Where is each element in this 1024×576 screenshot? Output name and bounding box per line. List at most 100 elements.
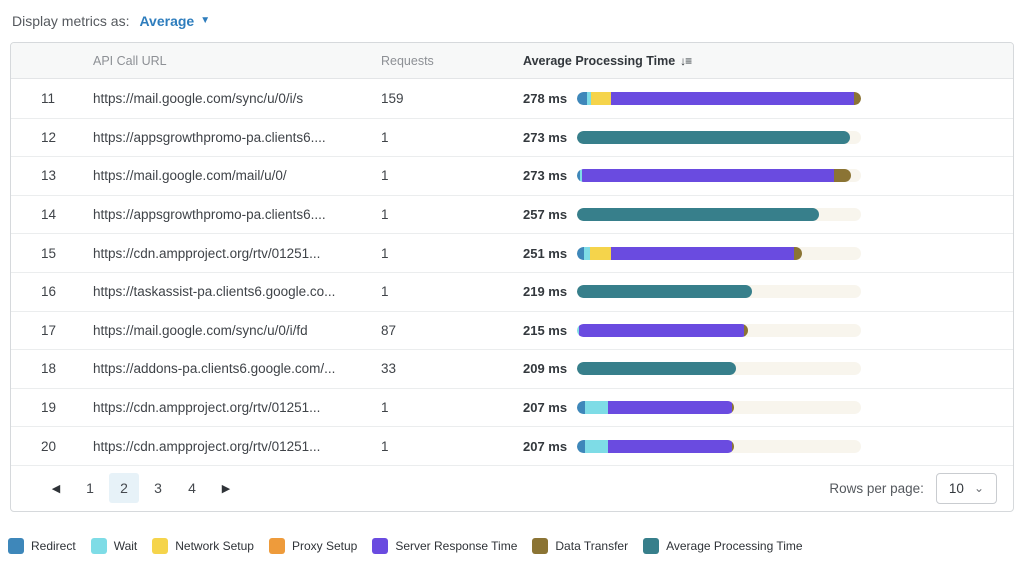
avg_processing-swatch-icon [643,537,660,554]
time-bar-segment-server_response [611,246,794,260]
row-index: 12 [41,129,57,145]
time-bar [577,130,850,144]
time-bar-segment-data_transfer [853,91,861,105]
page-button-4[interactable]: 4 [177,473,207,503]
api-call-url: https://addons-pa.clients6.google.com/..… [93,361,336,377]
next-page-button[interactable]: ▶ [211,473,241,503]
pagination: ◀ 1 2 3 4 ▶ [41,473,241,504]
legend-label: Network Setup [175,538,254,553]
avg-processing-time-value: 207 ms [523,438,568,454]
row-index: 19 [41,400,57,416]
api-call-url: https://appsgrowthpromo-pa.clients6.... [93,207,326,223]
requests-count: 1 [381,284,389,300]
legend-label: Wait [113,538,138,553]
requests-count: 87 [381,322,397,338]
table-row: 17 https://mail.google.com/sync/u/0/i/fd 8… [11,310,1013,350]
time-bar-segment-wait [580,169,583,183]
requests-count: 1 [381,438,389,454]
avg-processing-time-cell: 273 ms [519,130,1013,145]
time-bar-segment-avg_processing [577,285,752,299]
time-bar-segment-server_response [578,323,744,337]
time-bar-segment-wait [584,246,591,260]
time-bar-segment-wait [577,323,579,337]
sort-descending-icon: ↓≡ [680,53,692,68]
time-bar-segment-redirect [577,169,581,183]
legend-item-wait: Wait [90,537,138,554]
time-bar-track [577,362,861,376]
legend-label: Average Processing Time [666,538,803,553]
requests-count: 1 [381,207,389,223]
avg-processing-time-cell: 215 ms [519,323,1013,338]
time-bar-segment-redirect [577,246,585,260]
requests-count: 1 [381,245,389,261]
legend-item-redirect: Redirect [8,537,76,554]
page-button-2[interactable]: 2 [109,473,139,504]
page-button-1[interactable]: 1 [75,473,105,503]
time-bar [577,401,735,415]
requests-count: 1 [381,168,389,184]
api-call-url: https://appsgrowthpromo-pa.clients6.... [93,129,326,145]
table-header-row: API Call URL Requests Average Processing… [11,43,1013,79]
time-bar-track [577,246,861,260]
wait-swatch-icon [90,537,107,554]
time-bar-segment-network_setup [590,91,611,105]
table-row: 19 https://cdn.ampproject.org/rtv/01251..… [11,387,1013,427]
avg-processing-time-cell: 207 ms [519,400,1013,415]
time-bar-track [577,169,861,183]
table-row: 12 https://appsgrowthpromo-pa.clients6...… [11,117,1013,157]
time-bar-segment-redirect [577,401,585,415]
time-bar-segment-avg_processing [577,362,737,376]
time-bar-track [577,439,861,453]
avg-processing-time-value: 257 ms [523,207,568,223]
time-bar-track [577,130,861,144]
page-button-3[interactable]: 3 [143,473,173,503]
table-row: 20 https://cdn.ampproject.org/rtv/01251..… [11,426,1013,465]
proxy_setup-swatch-icon [268,537,285,554]
time-bar-track [577,91,861,105]
table-row: 13 https://mail.google.com/mail/u/0/1 273 … [11,156,1013,195]
time-bar-segment-avg_processing [577,208,819,222]
row-index: 17 [41,322,57,338]
server_response-swatch-icon [372,537,389,554]
rows-per-page-select[interactable]: 10 ⌄ [935,472,997,504]
avg-processing-time-cell: 273 ms [519,168,1013,183]
caret-down-icon: ▼ [200,14,211,26]
legend-label: Proxy Setup [291,538,358,553]
api-call-url: https://mail.google.com/mail/u/0/ [93,168,287,184]
time-bar-track [577,401,861,415]
avg-processing-time-cell: 257 ms [519,207,1013,222]
table-row: 15 https://cdn.ampproject.org/rtv/01251..… [11,233,1013,272]
legend-item-server_response: Server Response Time [372,537,517,554]
api-call-url: https://taskassist-pa.clients6.google.co… [93,284,336,300]
column-header-apt-label: Average Processing Time [523,53,676,68]
row-index: 16 [41,284,57,300]
time-bar [577,208,819,222]
avg-processing-time-cell: 278 ms [519,91,1013,106]
column-header-url: API Call URL [93,53,167,68]
chevron-down-icon: ⌄ [973,481,984,496]
time-bar [577,439,735,453]
table-row: 14 https://appsgrowthpromo-pa.clients6...… [11,194,1013,234]
api-call-url: https://mail.google.com/sync/u/0/i/fd [93,322,308,338]
requests-count: 1 [381,400,389,416]
metric-dropdown[interactable]: Average ▼ [139,13,210,29]
legend-item-data_transfer: Data Transfer [532,537,628,554]
avg-processing-time-cell: 251 ms [519,246,1013,261]
column-header-avg-processing-time[interactable]: Average Processing Time ↓≡ [519,54,1013,68]
avg-processing-time-value: 273 ms [523,129,568,145]
rows-per-page-label: Rows per page: [829,480,924,496]
table-footer: ◀ 1 2 3 4 ▶ Rows per page: 10 ⌄ [11,464,1013,511]
previous-page-button[interactable]: ◀ [41,473,71,503]
table-row: 11 https://mail.google.com/sync/u/0/i/s 15… [11,79,1013,118]
redirect-swatch-icon [8,537,24,554]
time-bar-segment-data_transfer [743,323,748,337]
legend-item-network_setup: Network Setup [152,537,254,554]
data_transfer-swatch-icon [532,537,549,554]
rows-per-page: Rows per page: 10 ⌄ [829,472,997,504]
time-bar-segment-server_response [582,169,834,183]
table-row: 16 https://taskassist-pa.clients6.google.… [11,271,1013,311]
rows-per-page-value: 10 [948,480,964,496]
avg-processing-time-value: 207 ms [523,400,568,416]
table-body: 11 https://mail.google.com/sync/u/0/i/s 15… [11,79,1013,465]
time-bar [577,285,752,299]
